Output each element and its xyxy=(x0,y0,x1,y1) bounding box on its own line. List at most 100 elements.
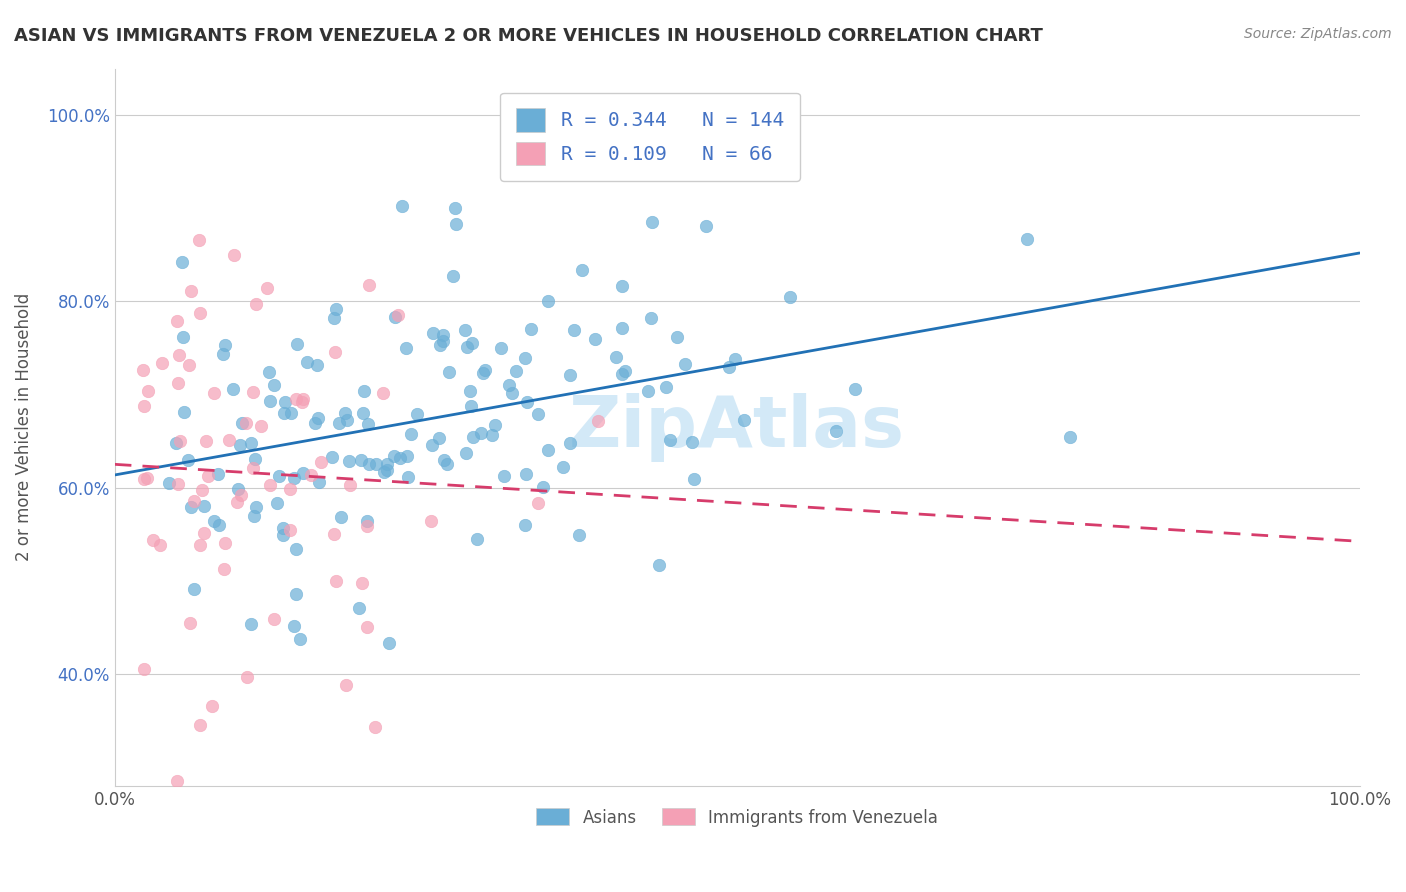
Point xyxy=(562,323,585,337)
Point xyxy=(328,416,350,430)
Point xyxy=(347,600,370,615)
Point xyxy=(183,582,205,596)
Point xyxy=(167,348,190,362)
Point xyxy=(613,363,636,377)
Point xyxy=(307,411,329,425)
Point xyxy=(427,431,450,445)
Point xyxy=(202,514,225,528)
Point xyxy=(356,619,378,633)
Point xyxy=(531,480,554,494)
Point xyxy=(491,341,513,355)
Point xyxy=(640,311,662,326)
Point xyxy=(382,450,405,464)
Point xyxy=(505,364,527,378)
Point xyxy=(214,535,236,549)
Point xyxy=(190,717,212,731)
Point xyxy=(460,384,482,398)
Point xyxy=(188,306,211,320)
Point xyxy=(432,334,454,349)
Point xyxy=(444,218,467,232)
Point xyxy=(325,574,347,588)
Point xyxy=(444,201,467,215)
Point xyxy=(321,450,343,464)
Text: Source: ZipAtlas.com: Source: ZipAtlas.com xyxy=(1244,27,1392,41)
Point xyxy=(387,308,409,322)
Point xyxy=(136,384,159,398)
Point xyxy=(357,417,380,432)
Point xyxy=(229,488,252,502)
Point xyxy=(273,521,295,535)
Point xyxy=(197,469,219,483)
Point xyxy=(648,558,671,572)
Point xyxy=(337,454,360,468)
Point xyxy=(280,406,302,420)
Point xyxy=(309,455,332,469)
Point xyxy=(717,359,740,374)
Point xyxy=(456,340,478,354)
Point xyxy=(150,356,173,370)
Point xyxy=(610,367,633,381)
Point xyxy=(395,341,418,355)
Point xyxy=(225,494,247,508)
Point xyxy=(470,426,492,441)
Point xyxy=(243,509,266,524)
Point xyxy=(437,365,460,379)
Point xyxy=(516,395,538,409)
Point xyxy=(471,366,494,380)
Point xyxy=(191,483,214,497)
Point xyxy=(214,561,236,575)
Point xyxy=(378,636,401,650)
Point xyxy=(655,380,678,394)
Point xyxy=(335,406,357,420)
Point xyxy=(352,406,374,420)
Point xyxy=(586,414,609,428)
Point xyxy=(560,368,582,383)
Point xyxy=(1017,232,1039,246)
Point xyxy=(641,215,664,229)
Point xyxy=(132,472,155,486)
Point xyxy=(250,419,273,434)
Point xyxy=(229,438,252,452)
Point xyxy=(537,293,560,308)
Point xyxy=(395,450,418,464)
Point xyxy=(350,575,373,590)
Point xyxy=(513,517,536,532)
Point xyxy=(166,476,188,491)
Point xyxy=(658,433,681,447)
Point xyxy=(231,417,253,431)
Point xyxy=(353,384,375,399)
Point xyxy=(214,338,236,352)
Point xyxy=(278,482,301,496)
Point xyxy=(399,427,422,442)
Point xyxy=(501,386,523,401)
Point xyxy=(673,357,696,371)
Point xyxy=(460,400,482,414)
Point xyxy=(177,359,200,373)
Point xyxy=(290,394,312,409)
Point xyxy=(356,514,378,528)
Point xyxy=(484,418,506,433)
Point xyxy=(271,528,294,542)
Point xyxy=(263,378,285,392)
Point xyxy=(537,442,560,457)
Point xyxy=(723,352,745,367)
Point xyxy=(560,435,582,450)
Point xyxy=(283,619,305,633)
Point xyxy=(157,475,180,490)
Point xyxy=(295,354,318,368)
Point xyxy=(212,347,235,361)
Point xyxy=(461,430,484,444)
Point xyxy=(256,280,278,294)
Point xyxy=(695,219,717,233)
Point xyxy=(356,519,378,533)
Point xyxy=(396,470,419,484)
Point xyxy=(243,452,266,467)
Point xyxy=(357,278,380,293)
Point xyxy=(339,478,361,492)
Point xyxy=(454,446,477,460)
Point xyxy=(166,313,188,327)
Point xyxy=(527,407,550,421)
Point xyxy=(290,632,312,646)
Point xyxy=(135,471,157,485)
Point xyxy=(527,496,550,510)
